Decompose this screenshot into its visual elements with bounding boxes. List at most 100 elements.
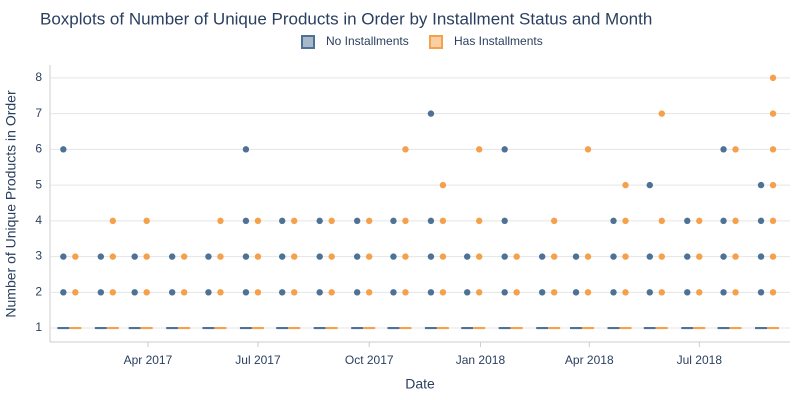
outlier-point [769,289,777,296]
outlier-point [720,146,727,153]
outlier-point [60,146,67,153]
outlier-point [217,289,224,296]
outlier-point [769,110,777,117]
outlier-point [696,253,703,260]
outlier-point [279,217,286,225]
outlier-point [242,217,250,225]
outlier-point [109,253,117,260]
outlier-point [610,289,617,296]
outlier-point [769,146,777,153]
outlier-point [501,289,508,296]
outlier-point [402,146,409,153]
outlier-point [769,74,777,82]
y-tick-label: 6 [35,142,42,156]
outlier-point [646,253,653,260]
outlier-point [684,253,691,260]
outlier-point [328,217,335,225]
outlier-point [769,217,777,225]
outlier-point [610,217,617,225]
outlier-point [60,289,67,296]
x-tick-label: Jul 2017 [235,353,281,367]
y-tick-label: 3 [35,249,42,263]
outlier-point [279,253,286,260]
outlier-point [572,253,580,260]
outlier-point [427,217,435,225]
outlier-point [365,217,373,225]
outlier-point [696,217,703,225]
outlier-point [131,253,138,260]
y-tick-label: 5 [35,177,42,191]
x-tick-label: Apr 2018 [565,353,614,367]
outlier-point [732,289,739,296]
outlier-point [279,289,286,296]
outlier-point [365,253,373,260]
outlier-point [439,181,447,189]
outlier-point [402,217,409,225]
outlier-point [242,253,250,260]
outlier-point [353,289,361,296]
outlier-point [501,253,508,260]
outlier-point [769,253,777,260]
y-tick-label: 1 [35,320,42,334]
outlier-point [538,253,546,260]
outlier-point [720,253,727,260]
outlier-point [131,289,138,296]
outlier-point [427,110,435,117]
outlier-point [316,253,323,260]
outlier-point [291,217,298,225]
y-tick-label: 7 [35,106,42,120]
outlier-point [402,253,409,260]
outlier-point [622,289,629,296]
outlier-point [242,289,250,296]
outlier-point [732,253,739,260]
outlier-point [732,217,739,225]
y-tick-label: 8 [35,70,42,84]
outlier-point [72,289,79,296]
outlier-point [684,289,691,296]
outlier-point [464,253,471,260]
outlier-point [769,181,777,189]
outlier-point [550,253,558,260]
outlier-point [109,289,117,296]
outlier-point [610,253,617,260]
outlier-point [476,289,483,296]
x-tick-label: Jan 2018 [456,353,506,367]
outlier-point [658,217,665,225]
outlier-point [439,289,447,296]
outlier-point [584,289,592,296]
outlier-point [72,253,79,260]
legend-label: Has Installments [454,34,543,48]
outlier-point [60,253,67,260]
outlier-point [205,289,212,296]
outlier-point [316,217,323,225]
outlier-point [439,253,447,260]
outlier-point [353,217,361,225]
outlier-point [757,181,765,189]
outlier-point [584,253,592,260]
outlier-point [646,289,653,296]
outlier-point [622,181,629,189]
outlier-point [217,253,224,260]
outlier-point [205,253,212,260]
outlier-point [427,289,435,296]
outlier-point [402,289,409,296]
outlier-point [550,289,558,296]
outlier-point [390,217,397,225]
outlier-point [390,289,397,296]
outlier-point [757,253,765,260]
y-axis-title: Number of Unique Products in Order [3,90,19,318]
outlier-point [328,289,335,296]
outlier-point [646,181,653,189]
outlier-point [572,289,580,296]
outlier-point [622,253,629,260]
chart-title: Boxplots of Number of Unique Products in… [40,9,652,28]
outlier-point [168,253,176,260]
outlier-point [513,289,520,296]
outlier-point [180,253,188,260]
outlier-point [390,253,397,260]
outlier-point [584,146,592,153]
outlier-point [109,217,117,225]
outlier-point [684,217,691,225]
x-tick-label: Apr 2017 [124,353,173,367]
